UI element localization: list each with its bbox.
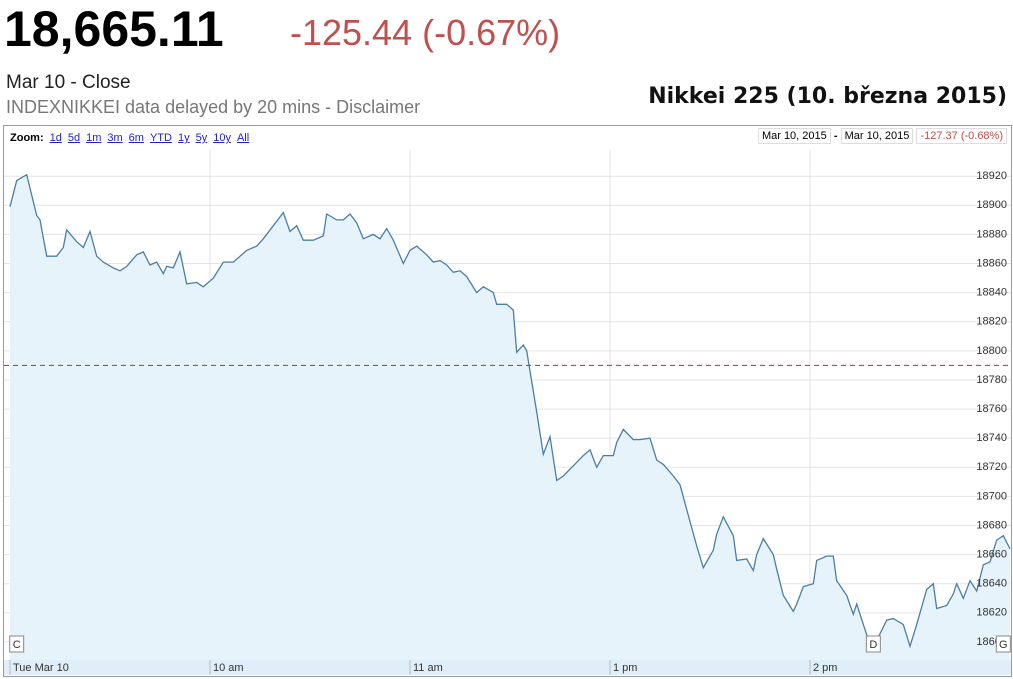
y-tick-label: 18720	[976, 461, 1007, 473]
y-tick-label: 18640	[976, 578, 1007, 590]
zoom-option[interactable]: YTD	[149, 132, 172, 144]
range-change: -127.37 (-0.68%)	[916, 128, 1007, 144]
range-start[interactable]: Mar 10, 2015	[757, 128, 831, 144]
y-tick-label: 18900	[976, 199, 1007, 211]
y-tick-label: 18740	[976, 432, 1007, 444]
zoom-option[interactable]: 3m	[107, 132, 123, 144]
y-tick-label: 18760	[976, 403, 1007, 415]
price-line	[9, 173, 1011, 653]
range-separator: -	[833, 130, 838, 142]
y-tick-label: 18840	[976, 287, 1007, 299]
annotation-label: G	[999, 639, 1008, 651]
zoom-option[interactable]: 1m	[86, 132, 102, 144]
y-tick-label: 18620	[976, 607, 1007, 619]
zoom-option[interactable]: 1y	[177, 132, 190, 144]
y-tick-label: 18700	[976, 490, 1007, 502]
zoom-option[interactable]: 5y	[195, 132, 208, 144]
zoom-option[interactable]: 6m	[128, 132, 144, 144]
caption: Nikkei 225 (10. března 2015)	[648, 84, 1007, 109]
annotation-flag	[9, 635, 25, 653]
price-change: -125.44 (-0.67%)	[290, 12, 561, 53]
area-fill	[10, 174, 1010, 660]
y-tick-label: 18880	[976, 228, 1007, 240]
y-tick-label: 18660	[976, 549, 1007, 561]
zoom-bar: Zoom: 1d 5d 1m 3m 6m YTD 1y 5y 10y All	[10, 132, 249, 144]
range-end[interactable]: Mar 10, 2015	[840, 128, 914, 144]
x-tick-label: 10 am	[213, 662, 244, 674]
disclaimer[interactable]: INDEXNIKKEI data delayed by 20 mins - Di…	[6, 97, 421, 117]
price: 18,665.11	[4, 1, 224, 57]
annotation-flag	[865, 635, 881, 653]
annotation-label: C	[13, 639, 21, 651]
zoom-option[interactable]: 5d	[67, 132, 81, 144]
annotation-label: D	[869, 639, 877, 651]
zoom-option[interactable]: All	[236, 132, 250, 144]
chart-frame	[3, 125, 1012, 677]
x-tick-label: 1 pm	[613, 662, 637, 674]
y-tick-label: 18820	[976, 316, 1007, 328]
x-axis-band	[4, 660, 1011, 675]
zoom-option[interactable]: 10y	[213, 132, 231, 144]
x-tick-label: 2 pm	[813, 662, 837, 674]
zoom-label: Zoom:	[10, 132, 44, 144]
y-tick-label: 18920	[976, 170, 1007, 182]
y-tick-label: 18780	[976, 374, 1007, 386]
range-bar: Mar 10, 2015 - Mar 10, 2015 -127.37 (-0.…	[757, 128, 1007, 144]
y-tick-label: 18860	[976, 257, 1007, 269]
y-tick-label: 18800	[976, 345, 1007, 357]
annotation-flag	[995, 635, 1011, 653]
x-tick-label: Tue Mar 10	[13, 662, 69, 674]
x-tick-label: 11 am	[413, 662, 443, 674]
y-tick-label: 18680	[976, 519, 1007, 531]
zoom-option[interactable]: 1d	[49, 132, 62, 144]
status: Mar 10 - Close	[6, 72, 131, 93]
